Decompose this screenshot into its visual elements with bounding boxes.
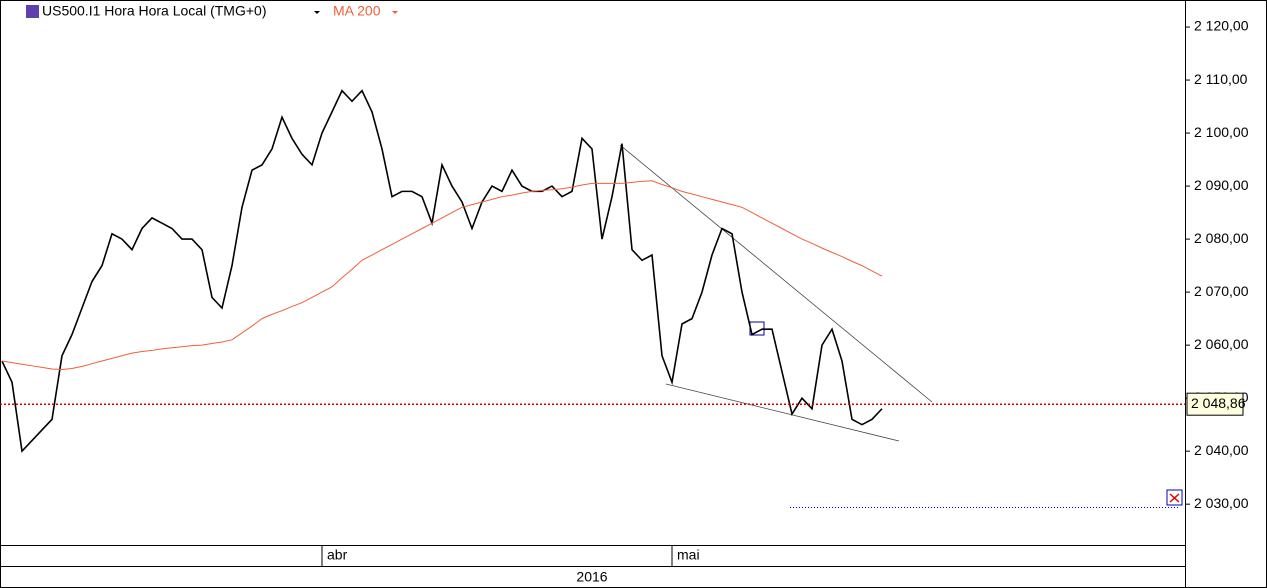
current-price-box [1186, 392, 1244, 416]
y-tick-label: 2 060,00 [1194, 336, 1249, 352]
indicator-label[interactable]: MA 200 [333, 3, 381, 19]
y-tick-label: 2 100,00 [1194, 124, 1249, 140]
symbol-icon [26, 5, 39, 18]
trendline [665, 383, 900, 442]
y-tick-label: 2 120,00 [1194, 18, 1249, 34]
x-group-label: 2016 [576, 569, 607, 585]
series-line [1, 89, 883, 453]
order-icon-mark [1169, 493, 1180, 503]
x-tick-label: mai [677, 547, 700, 563]
y-tick-label: 2 030,00 [1194, 495, 1249, 511]
dropdown-arrow[interactable] [314, 11, 320, 14]
symbol-label[interactable]: US500.I1 Hora Hora Local (TMG+0) [42, 3, 266, 19]
y-tick-label: 2 070,00 [1194, 283, 1249, 299]
x-tick-label: abr [327, 547, 348, 563]
y-tick-label: 2 090,00 [1194, 177, 1249, 193]
y-tick-label: 2 040,00 [1194, 442, 1249, 458]
current-price-label: 2 048,86 [1191, 395, 1246, 411]
dropdown-arrow[interactable] [392, 11, 398, 14]
y-tick-label: 2 110,00 [1194, 71, 1248, 87]
series-line [1, 180, 883, 371]
y-tick-label: 2 080,00 [1194, 230, 1249, 246]
